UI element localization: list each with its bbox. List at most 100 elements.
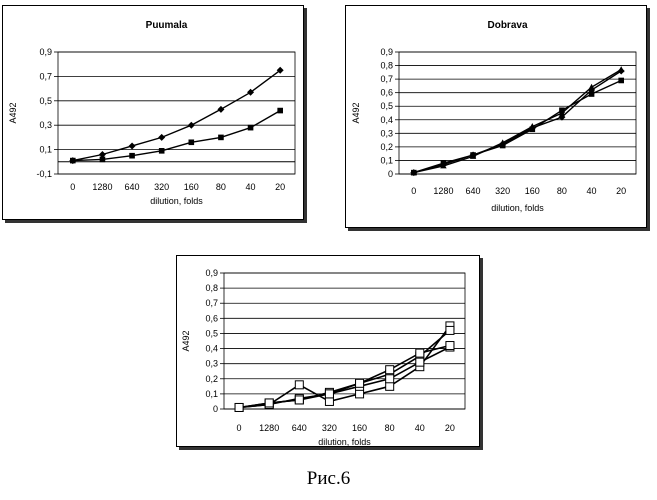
data-point-square xyxy=(129,152,135,159)
data-point-diamond xyxy=(276,66,284,74)
chart-puumala: Puumala -0,1 0,1 0,3 0,5 0,7 0,9 0 1280 640 320 160… xyxy=(8,20,296,206)
data-point-triangle xyxy=(588,83,595,90)
y-tick-label: 0,4 xyxy=(205,344,218,354)
y-tick-label: 0,5 xyxy=(380,101,393,111)
chart-title: Puumala xyxy=(146,20,188,31)
data-point-square xyxy=(218,134,224,141)
x-tick-label: 40 xyxy=(246,182,256,192)
x-tick-label: 80 xyxy=(385,423,395,433)
x-tick-label: 160 xyxy=(184,182,199,192)
y-tick-label: 0,9 xyxy=(380,47,393,57)
y-tick-label: 0,1 xyxy=(380,155,393,165)
data-point-open-square xyxy=(355,389,365,399)
x-tick-label: 0 xyxy=(70,182,75,192)
data-point-open-square xyxy=(415,357,425,367)
y-axis-label: A492 xyxy=(351,102,361,123)
data-point-square xyxy=(70,157,76,164)
y-tick-label: 0,9 xyxy=(39,47,52,57)
y-tick-label: 0,7 xyxy=(380,74,393,84)
y-tick-label: 0,8 xyxy=(205,283,218,293)
data-point-diamond xyxy=(217,105,225,113)
x-tick-label: 640 xyxy=(292,423,307,433)
data-point-triangle xyxy=(410,169,418,176)
x-tick-label: 1280 xyxy=(259,423,279,433)
chart-panel-dobrava: Dobrava 0 0,1 0,2 0,3 0,4 0,5 0,6 0,7 0,8 0,9 0 1280… xyxy=(345,5,647,228)
data-point-square xyxy=(618,77,624,84)
data-point-open-square xyxy=(234,402,244,412)
data-point-open-square xyxy=(355,378,365,388)
data-point-square xyxy=(499,142,506,149)
data-point-square xyxy=(188,139,195,146)
y-tick-label: 0,1 xyxy=(205,389,218,399)
y-tick-label: 0,5 xyxy=(39,96,52,106)
data-point-triangle xyxy=(558,109,566,116)
data-point-square xyxy=(529,126,536,133)
data-point-square xyxy=(247,124,254,131)
y-tick-label: 0,3 xyxy=(39,120,52,130)
y-tick-label: 0,7 xyxy=(205,298,218,308)
data-point-diamond xyxy=(98,150,106,158)
data-point-open-square xyxy=(385,365,395,375)
x-tick-label: 80 xyxy=(216,182,226,192)
x-axis-label: dilution, folds xyxy=(150,196,203,206)
data-point-square xyxy=(277,107,283,114)
x-tick-label: 1280 xyxy=(433,186,453,196)
y-axis-label: A492 xyxy=(8,102,18,123)
data-point-triangle xyxy=(499,139,506,146)
data-point-square xyxy=(99,156,106,163)
data-point-triangle xyxy=(469,152,477,159)
x-tick-label: 640 xyxy=(466,186,481,196)
data-point-diamond xyxy=(247,88,255,96)
x-tick-label: 640 xyxy=(125,182,140,192)
chart-title: Dobrava xyxy=(487,20,527,31)
y-tick-label: 0,6 xyxy=(380,88,393,98)
data-point-diamond xyxy=(128,142,136,150)
x-tick-label: 40 xyxy=(587,186,597,196)
y-tick-label: 0,2 xyxy=(205,374,218,384)
data-point-open-square xyxy=(385,374,395,384)
data-point-open-square xyxy=(415,348,425,358)
y-tick-label: 0,4 xyxy=(380,115,393,125)
data-point-open-square xyxy=(294,395,304,405)
y-tick-label: 0,8 xyxy=(380,61,393,71)
y-tick-label: 0,3 xyxy=(205,359,218,369)
series-line xyxy=(413,79,622,174)
series-line xyxy=(239,346,451,409)
data-point-open-square xyxy=(324,389,334,399)
data-point-triangle xyxy=(529,123,536,130)
plot-area xyxy=(398,51,637,175)
x-tick-label: 20 xyxy=(445,423,455,433)
plot-area xyxy=(57,51,296,175)
data-point-triangle xyxy=(440,162,447,169)
y-tick-label: 0,6 xyxy=(205,313,218,323)
x-tick-label: 80 xyxy=(557,186,567,196)
y-tick-label: -0,1 xyxy=(36,169,52,179)
data-point-open-square xyxy=(264,398,274,408)
x-axis-label: dilution, folds xyxy=(318,437,371,446)
figure-caption: Рис.6 xyxy=(306,468,351,489)
series-line xyxy=(413,68,622,174)
y-tick-label: 0 xyxy=(388,169,393,179)
y-tick-label: 0,7 xyxy=(39,71,52,81)
x-tick-label: 20 xyxy=(275,182,285,192)
y-tick-label: 0,5 xyxy=(205,328,218,338)
x-tick-label: 160 xyxy=(352,423,367,433)
series-line xyxy=(238,344,451,409)
data-point-open-square xyxy=(445,341,455,351)
data-point-open-square xyxy=(324,396,334,406)
data-point-diamond xyxy=(158,133,166,141)
data-point-diamond xyxy=(187,121,195,129)
data-point-triangle xyxy=(617,66,625,73)
x-tick-label: 320 xyxy=(495,186,510,196)
x-tick-label: 40 xyxy=(415,423,425,433)
y-tick-label: 0,9 xyxy=(205,268,218,278)
chart-dobrava: Dobrava 0 0,1 0,2 0,3 0,4 0,5 0,6 0,7 0,8 0,9 0 1280… xyxy=(351,20,637,213)
series-line xyxy=(72,109,281,162)
x-axis-label: dilution, folds xyxy=(491,203,544,213)
y-axis-label: A492 xyxy=(181,330,191,351)
y-tick-label: 0,3 xyxy=(380,128,393,138)
x-tick-label: 0 xyxy=(411,186,416,196)
series-line xyxy=(413,70,622,174)
x-tick-label: 320 xyxy=(154,182,169,192)
series-line xyxy=(72,69,281,162)
